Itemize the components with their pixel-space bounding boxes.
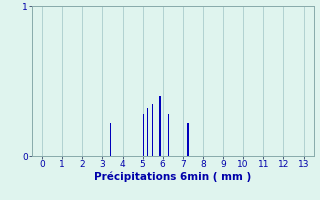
Bar — [143, 114, 144, 156]
Bar — [110, 123, 111, 156]
Bar — [159, 96, 161, 156]
Bar — [187, 123, 188, 156]
Bar — [147, 108, 148, 156]
Bar — [168, 114, 170, 156]
X-axis label: Précipitations 6min ( mm ): Précipitations 6min ( mm ) — [94, 172, 252, 182]
Bar — [152, 104, 153, 156]
